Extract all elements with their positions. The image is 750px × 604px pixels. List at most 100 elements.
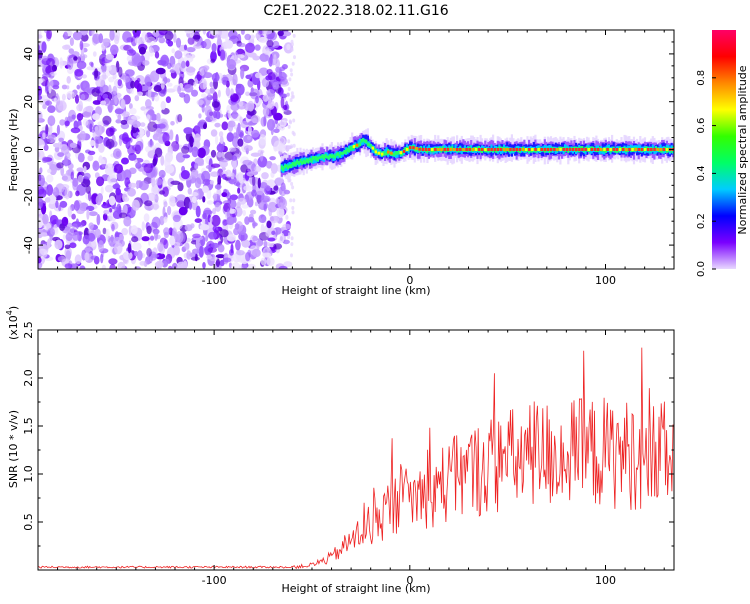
heatmap-cell xyxy=(259,53,269,62)
heatmap-cell xyxy=(163,216,168,223)
heatmap-cell xyxy=(136,134,143,143)
snr-series-line xyxy=(38,347,674,570)
heatmap-cell xyxy=(181,60,186,69)
heatmap-cell xyxy=(243,185,253,192)
heatmap-cell xyxy=(348,145,351,152)
heatmap-cell xyxy=(358,142,362,147)
heatmap-cell xyxy=(387,150,390,154)
heatmap-cell xyxy=(634,148,637,151)
heatmap-cell xyxy=(38,186,45,195)
heatmap-cell xyxy=(344,149,347,154)
heatmap-cell xyxy=(280,77,288,85)
heatmap-cell xyxy=(290,72,294,77)
heatmap-cell xyxy=(57,255,66,262)
heatmap-cell xyxy=(259,202,263,208)
heatmap-cell xyxy=(282,167,285,172)
heatmap-cell xyxy=(247,125,252,136)
heatmap-cell xyxy=(435,146,438,152)
heatmap-cell xyxy=(479,148,482,153)
heatmap-cell xyxy=(543,148,547,151)
heatmap-cell xyxy=(667,147,670,153)
heatmap-cell xyxy=(535,148,538,152)
heatmap-cell xyxy=(305,158,308,163)
heatmap-cell xyxy=(183,260,188,269)
heatmap-cell xyxy=(173,245,181,256)
heatmap-cell xyxy=(228,175,237,185)
heatmap-cell xyxy=(64,120,70,127)
colorbar-tick-label: 0.8 xyxy=(696,70,707,86)
heatmap-cell xyxy=(289,198,293,203)
heatmap-cell xyxy=(169,235,176,246)
heatmap-cell xyxy=(95,78,105,88)
spectrogram-panel: -100 0 100 -40 -20 0 20 40 Height of straight l… xyxy=(7,29,675,297)
heatmap-cell xyxy=(626,148,629,153)
heatmap-cell xyxy=(231,110,238,120)
heatmap-cell xyxy=(191,146,199,158)
heatmap-cell xyxy=(47,168,52,174)
heatmap-cell xyxy=(373,147,376,151)
heatmap-cell xyxy=(210,242,220,249)
heatmap-cell xyxy=(76,104,83,112)
heatmap-cell xyxy=(282,239,290,245)
heatmap-cell xyxy=(190,223,195,229)
heatmap-cell xyxy=(202,30,207,35)
heatmap-cell xyxy=(232,135,239,148)
heatmap-cell xyxy=(162,186,169,197)
heatmap-cell xyxy=(278,265,288,269)
heatmap-cell xyxy=(287,139,291,144)
heatmap-cell xyxy=(396,151,399,155)
heatmap-cell xyxy=(42,132,46,140)
heatmap-cell xyxy=(128,167,137,175)
colorbar: 0.0 0.2 0.4 0.6 0.8 Normalized spectral ampl… xyxy=(696,30,749,277)
heatmap-cell xyxy=(283,104,288,111)
heatmap-cell xyxy=(94,68,99,79)
heatmap-cell xyxy=(251,129,260,138)
heatmap-cell xyxy=(262,106,270,117)
heatmap-cell xyxy=(412,146,415,150)
heatmap-cell xyxy=(98,240,104,252)
heatmap-cell xyxy=(47,115,56,126)
heatmap-cell xyxy=(183,50,190,57)
heatmap-cell xyxy=(322,155,326,160)
heatmap-cell xyxy=(292,132,296,137)
heatmap-cell xyxy=(244,33,251,41)
heatmap-cell xyxy=(144,51,150,62)
heatmap-cell xyxy=(292,143,296,148)
heatmap-cell xyxy=(212,208,217,215)
heatmap-cell xyxy=(590,148,594,151)
heatmap-cell xyxy=(222,257,232,263)
heatmap-cell xyxy=(337,152,340,156)
heatmap-cell xyxy=(219,49,226,61)
heatmap-cell xyxy=(418,147,421,151)
heatmap-cell xyxy=(498,146,501,151)
heatmap-cell xyxy=(155,67,166,75)
heatmap-cell xyxy=(126,49,136,56)
heatmap-cell xyxy=(170,180,181,185)
heatmap-cell xyxy=(191,89,198,97)
heatmap-cell xyxy=(318,156,321,159)
heatmap-cell xyxy=(151,81,155,89)
heatmap-cell xyxy=(154,229,158,241)
heatmap-cell xyxy=(292,118,296,123)
heatmap-cell xyxy=(384,152,387,156)
heatmap-cell xyxy=(158,36,166,44)
heatmap-cell xyxy=(210,129,218,137)
heatmap-cell xyxy=(201,103,205,113)
heatmap-cell xyxy=(96,214,101,226)
heatmap-cell xyxy=(240,164,248,173)
heatmap-cell xyxy=(279,119,287,127)
heatmap-cell xyxy=(146,129,151,138)
heatmap-cell xyxy=(81,74,88,79)
heatmap-cell xyxy=(241,204,250,209)
heatmap-cell xyxy=(64,246,72,259)
heatmap-cell xyxy=(312,156,315,161)
heatmap-cell xyxy=(248,121,254,126)
heatmap-cell xyxy=(155,128,162,138)
heatmap-cell xyxy=(448,148,451,152)
heatmap-cell xyxy=(289,68,293,73)
heatmap-cell xyxy=(206,109,213,119)
heatmap-cell xyxy=(275,66,281,73)
heatmap-cell xyxy=(179,92,186,98)
heatmap-cell xyxy=(266,89,275,97)
heatmap-cell xyxy=(122,204,128,215)
